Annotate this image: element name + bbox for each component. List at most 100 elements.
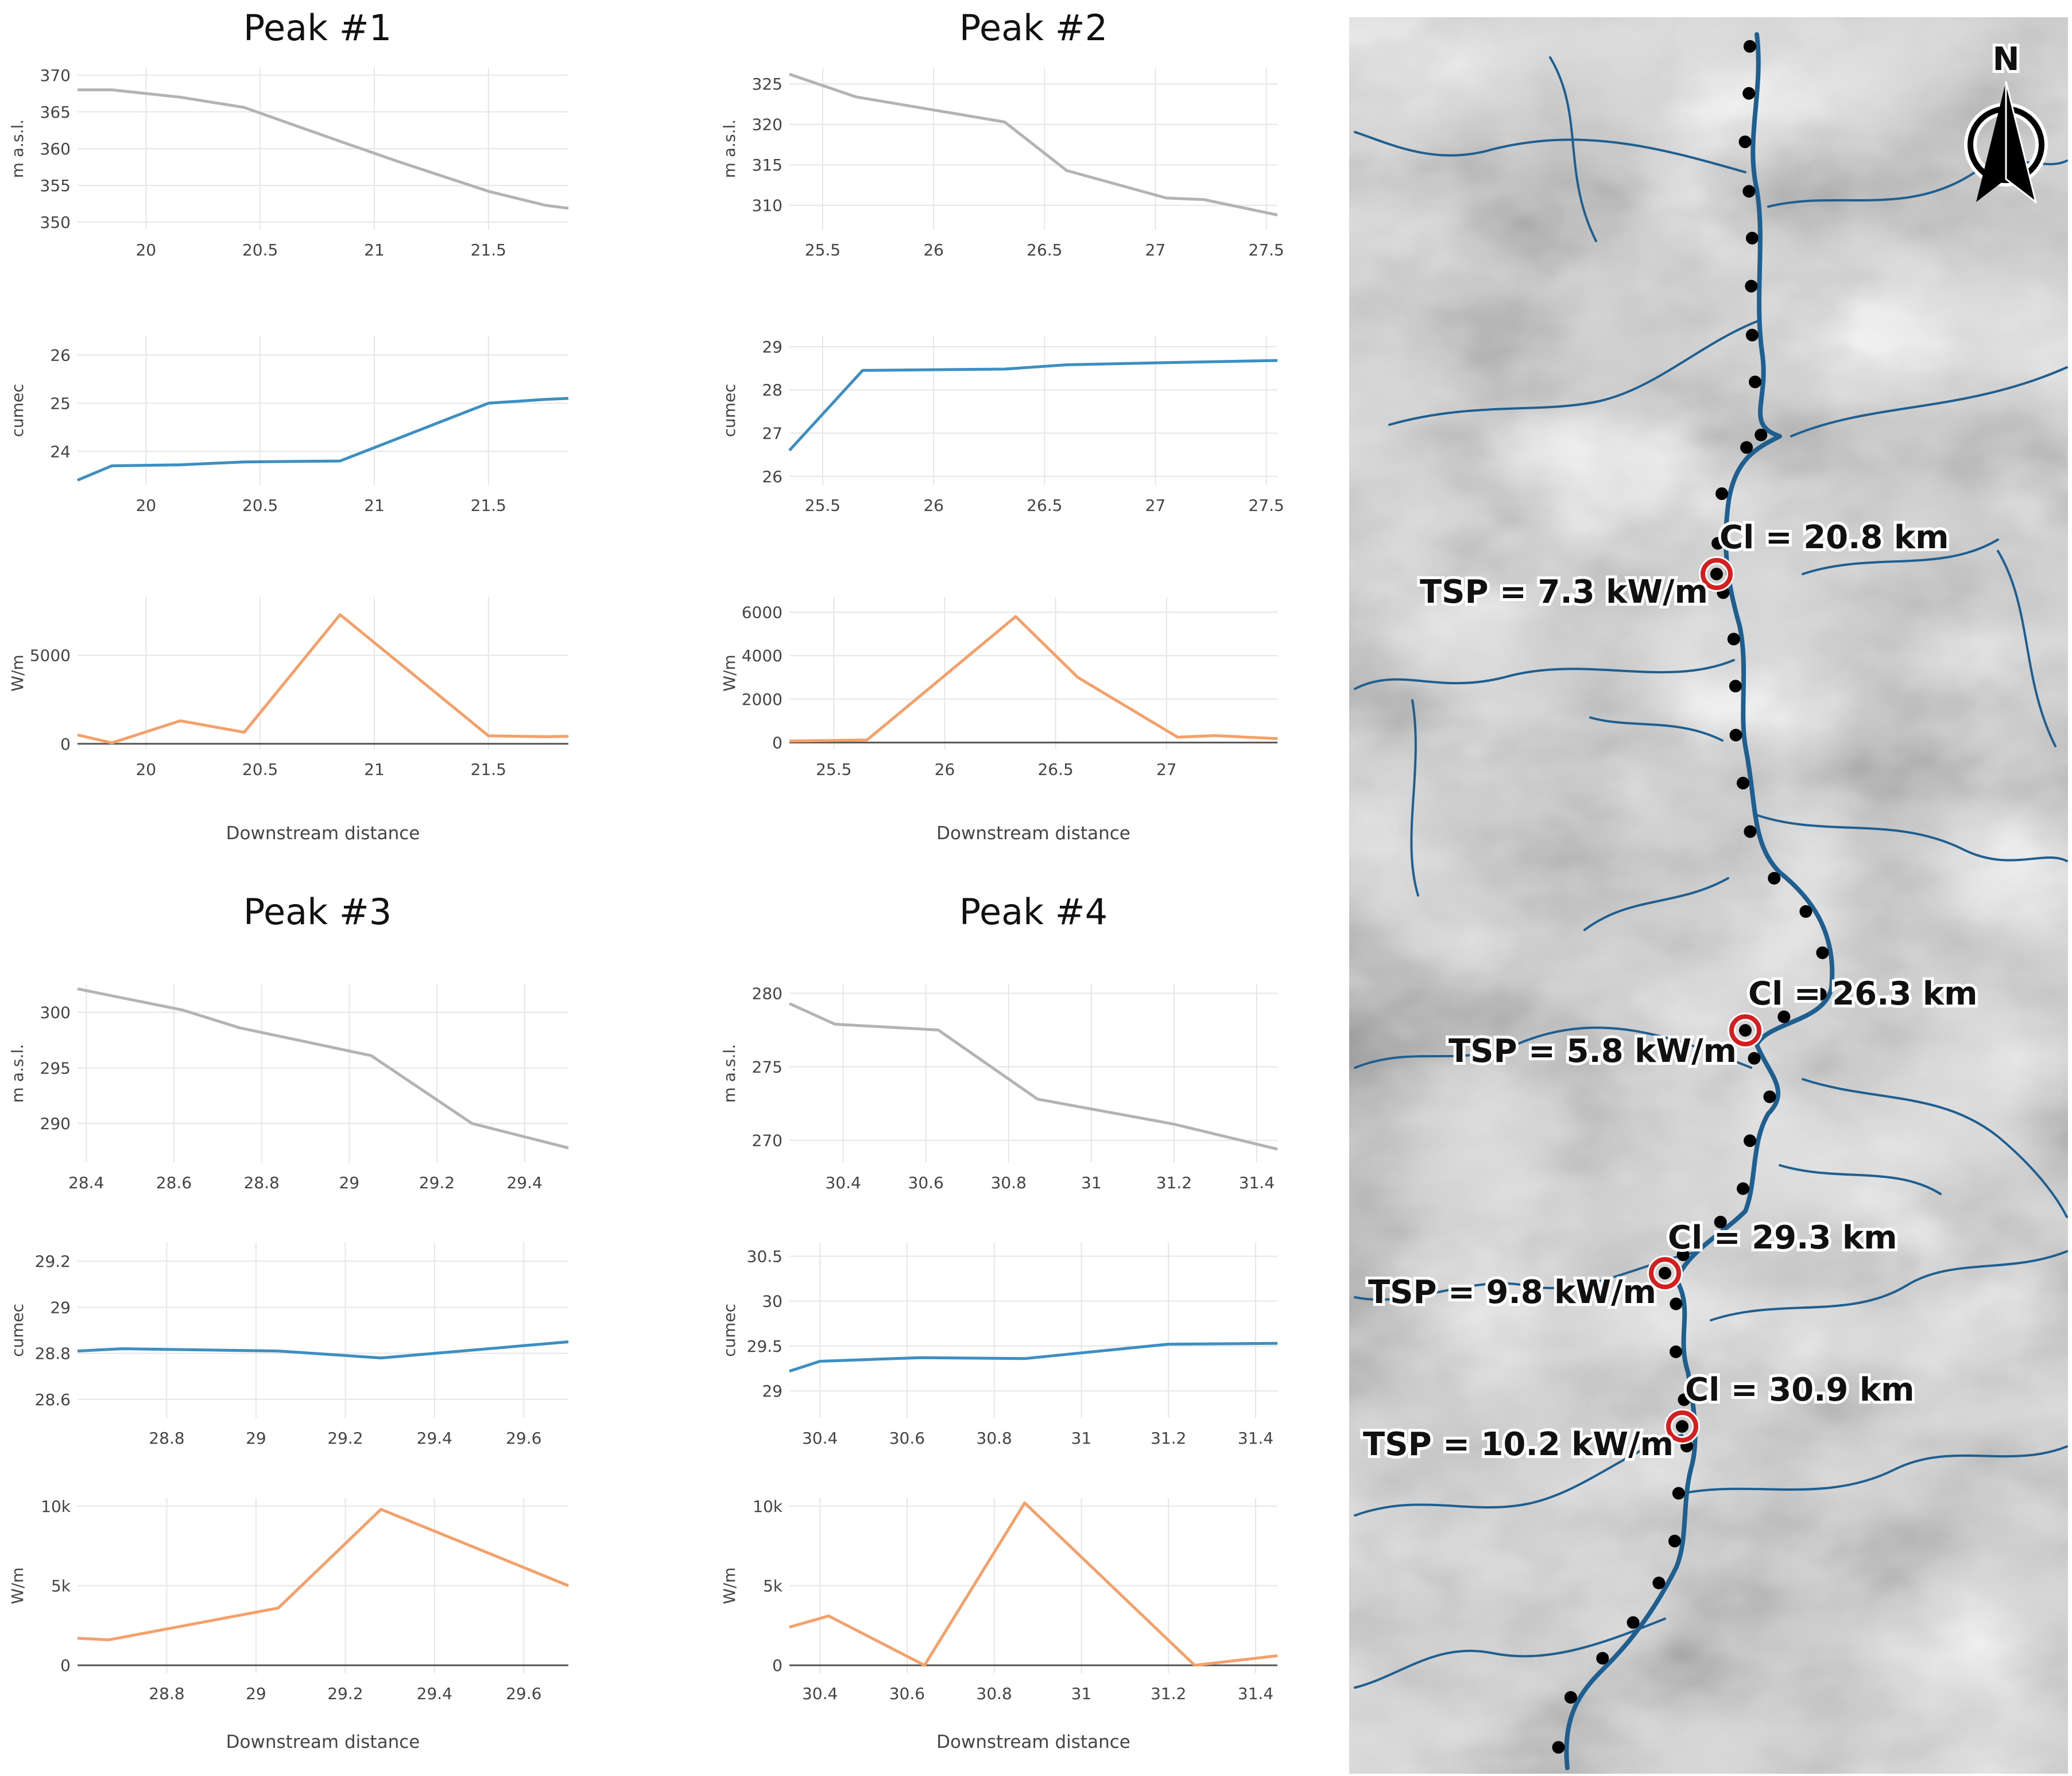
power-series-line xyxy=(77,613,569,744)
sample-point xyxy=(1678,1393,1691,1406)
y-axis-label: W/m xyxy=(8,654,27,691)
peak-chart-3: Peak #328.4 28.6 28.8 29 29.2 29.4290295300m … xyxy=(8,891,569,1752)
x-tick-label: 31.4 xyxy=(1238,1684,1273,1703)
x-tick-label: 20.5 xyxy=(242,241,278,259)
marker-ring xyxy=(1729,1014,1761,1046)
discharge-series-line xyxy=(77,397,569,482)
y-tick-label: 24 xyxy=(50,442,71,461)
x-axis-label: Downstream distance xyxy=(226,1732,420,1752)
x-tick-label: 26 xyxy=(935,760,955,779)
sample-point xyxy=(1744,1134,1757,1147)
sample-point xyxy=(1738,135,1752,149)
sample-point xyxy=(1743,40,1756,53)
x-tick-label: 28.6 xyxy=(156,1173,192,1192)
north-arrow-right-half xyxy=(2005,81,2038,204)
x-tick-label: 25.5 xyxy=(805,496,841,515)
y-tick-label: 28 xyxy=(762,381,783,400)
power-series-line xyxy=(789,1501,1278,1667)
x-tick-label: 26.5 xyxy=(1027,241,1062,259)
x-tick-label: 31 xyxy=(1071,1684,1092,1703)
y-tick-label: 10k xyxy=(41,1497,71,1516)
marker-center xyxy=(1659,1267,1671,1279)
tributary-stream xyxy=(1354,1434,1683,1517)
sample-point xyxy=(1777,1010,1791,1023)
chart-title: Peak #3 xyxy=(243,891,392,933)
x-tick-label: 28.8 xyxy=(149,1684,184,1703)
elevation-panel: 30.4 30.6 30.8 31 31.2 31.4 270 275 280 m a.s.l. xyxy=(720,984,1278,1192)
tributary-stream xyxy=(1354,1618,1666,1689)
power-panel: 30.4 30.6 30.8 31 31.2 31.4 0 5k 10k W/m xyxy=(720,1497,1278,1703)
discharge-panel: 20 20.5 21 21.5 24 25 26 cumec xyxy=(8,336,569,515)
y-tick-label: 29 xyxy=(50,1298,71,1317)
centerline-distance-label: Cl = 20.8 km xyxy=(1719,519,1949,556)
x-tick-label: 28.8 xyxy=(149,1429,184,1448)
tsp-label: TSP = 9.8 kW/m xyxy=(1368,1274,1656,1311)
chart-title: Peak #2 xyxy=(959,7,1107,49)
y-axis-label: m a.s.l. xyxy=(720,1044,739,1103)
x-tick-label: 29 xyxy=(339,1173,359,1192)
sample-point xyxy=(1799,905,1812,918)
x-tick-label: 31 xyxy=(1081,1173,1102,1192)
sample-point xyxy=(1745,328,1759,342)
elevation-panel: 25.5 26 26.5 27 27.5 310 315 320 325 m a.s.l. xyxy=(720,68,1284,259)
y-tick-label: 4000 xyxy=(742,646,783,665)
y-tick-label: 270 xyxy=(752,1131,783,1150)
tributary-stream xyxy=(1802,538,1999,575)
discharge-panel: 25.5 26 26.5 27 27.5 26 27 28 29 cumec xyxy=(720,336,1284,515)
x-axis-label: Downstream distance xyxy=(226,823,420,844)
y-tick-label: 0 xyxy=(60,735,71,754)
tributary-stream xyxy=(1779,1164,1942,1195)
tributary-stream xyxy=(1354,1250,1701,1301)
x-tick-label: 31.4 xyxy=(1239,1173,1275,1192)
peak-marker-2: Cl = 26.3 km TSP = 5.8 kW/m xyxy=(1446,972,1980,1073)
y-tick-label: 360 xyxy=(40,139,71,158)
y-tick-label: 310 xyxy=(752,196,783,215)
y-axis-label: W/m xyxy=(720,1567,739,1604)
y-tick-label: 315 xyxy=(752,156,783,175)
x-tick-label: 20.5 xyxy=(242,496,278,515)
x-tick-label: 29.2 xyxy=(419,1173,455,1192)
peak-chart-4: Peak #4 30.4 30.6 30.8 31 31.2 31.4 270 275 280 m … xyxy=(720,891,1278,1752)
chart-title: Peak #4 xyxy=(959,891,1107,933)
sample-point xyxy=(1596,1651,1609,1665)
x-tick-label: 20.5 xyxy=(242,760,278,779)
x-tick-label: 31.2 xyxy=(1156,1173,1192,1192)
map-terrain xyxy=(1349,17,2068,1774)
elevation-series-line xyxy=(789,72,1278,217)
tributary-stream xyxy=(1997,550,2056,747)
sample-point xyxy=(1744,825,1757,838)
x-tick-label: 29.4 xyxy=(417,1429,452,1448)
x-tick-label: 26 xyxy=(923,241,944,259)
y-tick-label: 320 xyxy=(752,115,783,134)
marker-center xyxy=(1739,1024,1752,1037)
y-tick-label: 5k xyxy=(51,1577,71,1596)
x-tick-label: 25.5 xyxy=(805,241,841,259)
y-tick-label: 290 xyxy=(40,1114,71,1133)
sample-point xyxy=(1814,988,1827,1001)
sample-point xyxy=(1715,487,1729,501)
x-tick-label: 30.8 xyxy=(977,1429,1012,1448)
x-tick-label: 21.5 xyxy=(471,241,506,259)
y-tick-label: 6000 xyxy=(742,603,783,622)
y-tick-label: 28.8 xyxy=(35,1344,71,1363)
x-tick-label: 21 xyxy=(364,496,385,515)
sample-point xyxy=(1763,1090,1776,1103)
y-tick-label: 5k xyxy=(763,1577,783,1596)
sample-point xyxy=(1729,680,1742,693)
x-tick-label: 30.6 xyxy=(889,1429,925,1448)
sample-point xyxy=(1676,1248,1690,1261)
y-axis-label: cumec xyxy=(720,383,739,437)
tributary-stream xyxy=(1354,131,1746,173)
sample-point xyxy=(1552,1741,1565,1754)
centerline-distance-label: Cl = 30.9 km xyxy=(1685,1371,1914,1409)
main-river xyxy=(1564,32,1835,1770)
sample-point xyxy=(1652,1576,1666,1589)
north-label: N xyxy=(1993,41,2020,78)
sample-point xyxy=(1737,777,1750,790)
y-tick-label: 0 xyxy=(772,1656,783,1675)
y-tick-label: 29.5 xyxy=(747,1337,783,1356)
x-tick-label: 27 xyxy=(1156,760,1177,779)
sample-point xyxy=(1670,1345,1683,1358)
x-tick-label: 26.5 xyxy=(1027,496,1062,515)
sample-point xyxy=(1711,537,1725,550)
